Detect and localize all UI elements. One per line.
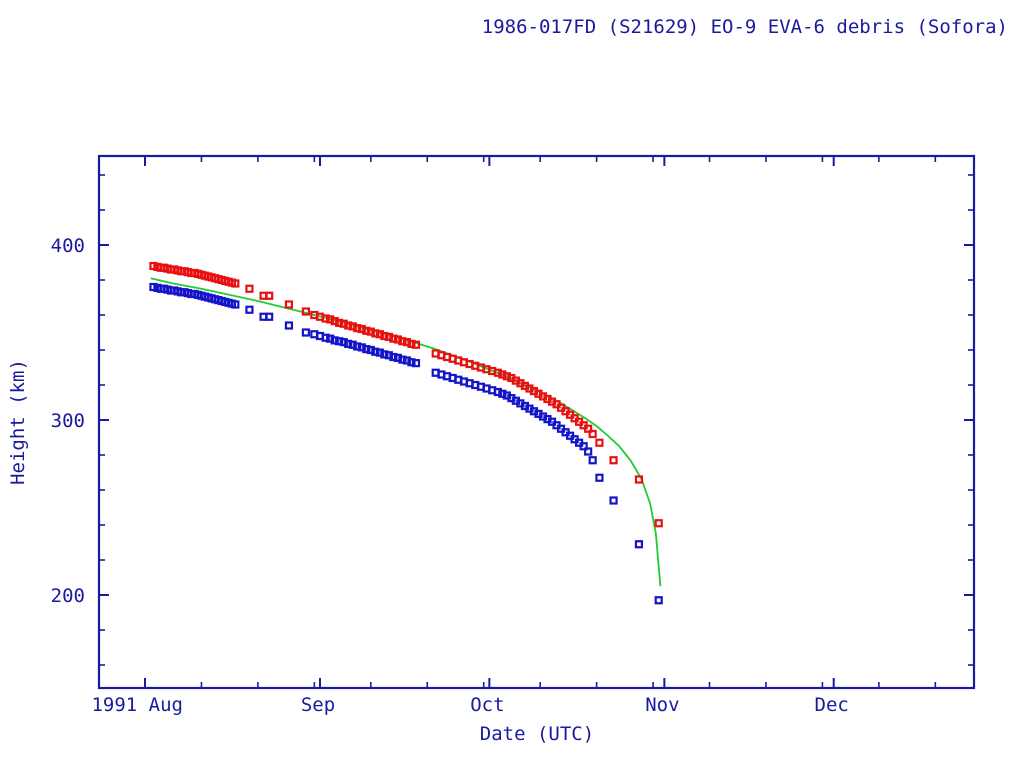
plot-frame	[97, 154, 976, 690]
data-point-perigee	[326, 334, 335, 343]
data-point-apogee	[493, 368, 502, 377]
data-point-apogee	[407, 339, 416, 348]
y-axis-label: Height (km)	[7, 359, 29, 485]
data-point-perigee	[348, 340, 357, 349]
data-point-perigee	[344, 339, 353, 348]
y-tick-label: 300	[51, 410, 85, 432]
y-tick-label: 400	[51, 235, 85, 257]
series-perigee-points	[149, 282, 663, 605]
data-point-apogee	[389, 334, 398, 343]
data-point-apogee	[654, 519, 663, 528]
data-point-apogee	[330, 317, 339, 326]
x-tick-label: Sep	[301, 694, 335, 716]
data-point-perigee	[301, 328, 310, 337]
data-point-perigee	[493, 387, 502, 397]
data-point-perigee	[362, 345, 371, 354]
data-point-perigee	[375, 348, 384, 357]
data-point-apogee	[398, 337, 407, 346]
data-point-perigee	[366, 345, 375, 355]
data-point-perigee	[284, 321, 294, 330]
data-point-apogee	[353, 324, 362, 333]
data-point-apogee	[375, 330, 384, 339]
chart-title: 1986-017FD (S21629) EO-9 EVA-6 debris (S…	[481, 16, 1008, 38]
data-point-perigee	[330, 336, 339, 345]
data-point-perigee	[498, 389, 507, 398]
data-point-perigee	[393, 353, 402, 362]
data-point-apogee	[502, 372, 511, 381]
data-point-apogee	[344, 321, 353, 330]
y-axis-tick-labels: 200 300 400	[51, 235, 85, 607]
data-point-perigee	[339, 338, 348, 347]
data-point-perigee	[380, 350, 389, 359]
data-point-apogee	[588, 429, 597, 439]
data-point-perigee	[398, 355, 407, 364]
data-point-perigee	[402, 356, 412, 365]
data-point-perigee	[371, 347, 380, 356]
data-point-apogee	[265, 291, 274, 300]
series-apogee-points	[149, 261, 663, 528]
data-point-apogee	[371, 329, 380, 338]
data-point-perigee	[245, 305, 254, 314]
data-point-apogee	[366, 327, 375, 336]
data-point-apogee	[362, 326, 371, 335]
mean-height-fit-curve	[150, 277, 662, 587]
data-point-apogee	[393, 335, 402, 344]
data-point-apogee	[321, 314, 330, 323]
x-axis-tick-labels: 1991 Aug Sep Oct Nov Dec	[91, 694, 848, 716]
data-point-perigee	[231, 300, 240, 309]
data-point-perigee	[389, 352, 398, 362]
data-point-apogee	[595, 438, 604, 447]
data-point-perigee	[321, 333, 330, 342]
data-point-apogee	[609, 456, 618, 465]
data-point-apogee	[301, 307, 310, 316]
data-point-perigee	[357, 343, 366, 352]
data-point-perigee	[634, 540, 644, 549]
data-point-perigee	[265, 312, 274, 321]
data-point-apogee	[357, 324, 366, 334]
data-point-perigee	[407, 358, 416, 367]
data-point-apogee	[634, 475, 644, 484]
x-tick-label: 1991 Aug	[91, 694, 183, 716]
data-point-apogee	[335, 318, 344, 327]
data-point-perigee	[595, 473, 604, 482]
data-point-apogee	[284, 300, 294, 309]
data-point-perigee	[584, 447, 593, 456]
data-point-apogee	[498, 370, 507, 379]
data-point-apogee	[339, 319, 348, 328]
data-point-perigee	[654, 596, 663, 605]
x-tick-label: Dec	[815, 694, 849, 716]
data-point-apogee	[326, 315, 335, 324]
y-tick-label: 200	[51, 585, 85, 607]
data-point-apogee	[380, 331, 389, 341]
data-point-apogee	[231, 279, 240, 288]
data-point-apogee	[348, 322, 357, 331]
data-point-apogee	[411, 340, 421, 349]
data-point-perigee	[411, 359, 421, 368]
axis-ticks	[99, 156, 974, 688]
data-point-perigee	[353, 342, 362, 351]
data-point-perigee	[384, 351, 393, 360]
data-point-perigee	[335, 337, 344, 346]
data-point-apogee	[245, 284, 254, 293]
data-point-perigee	[588, 456, 597, 465]
data-point-apogee	[384, 332, 393, 341]
data-point-apogee	[402, 338, 412, 347]
x-tick-label: Oct	[470, 694, 504, 716]
data-point-apogee	[584, 424, 593, 433]
x-tick-label: Nov	[645, 694, 679, 716]
data-point-perigee	[579, 442, 588, 451]
data-point-perigee	[609, 496, 618, 505]
x-axis-label: Date (UTC)	[480, 723, 594, 745]
